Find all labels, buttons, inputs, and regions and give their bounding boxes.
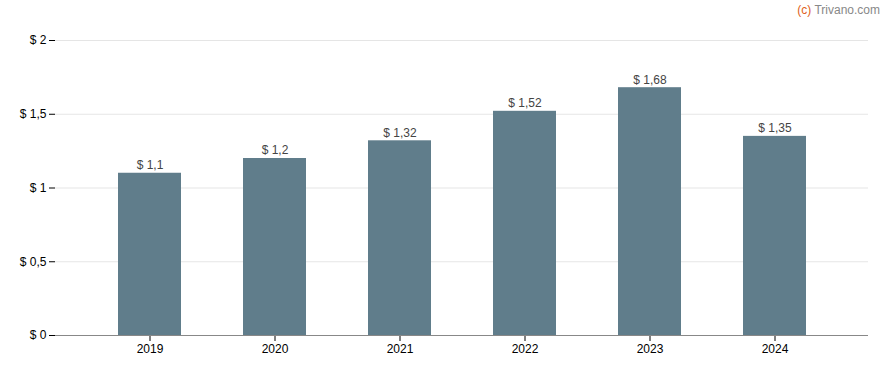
- svg-text:$ 0,5: $ 0,5: [20, 255, 47, 269]
- svg-text:2021: 2021: [387, 342, 414, 356]
- svg-text:2020: 2020: [262, 342, 289, 356]
- svg-text:2022: 2022: [512, 342, 539, 356]
- svg-text:$ 2: $ 2: [30, 33, 47, 47]
- svg-text:$ 0: $ 0: [30, 328, 47, 342]
- svg-text:$ 1,2: $ 1,2: [262, 143, 289, 157]
- svg-text:2023: 2023: [637, 342, 664, 356]
- svg-text:$ 1,1: $ 1,1: [137, 158, 164, 172]
- svg-text:$ 1,5: $ 1,5: [20, 107, 47, 121]
- svg-text:2019: 2019: [137, 342, 164, 356]
- html-text:(c) Trivano.com: (c) Trivano.com: [797, 3, 880, 17]
- svg-text:$ 1,68: $ 1,68: [633, 73, 667, 87]
- svg-text:$ 1,32: $ 1,32: [383, 126, 417, 140]
- svg-text:$ 1,52: $ 1,52: [508, 96, 542, 110]
- svg-text:2024: 2024: [762, 342, 789, 356]
- svg-text:$ 1,35: $ 1,35: [758, 121, 792, 135]
- svg-text:$ 1: $ 1: [30, 181, 47, 195]
